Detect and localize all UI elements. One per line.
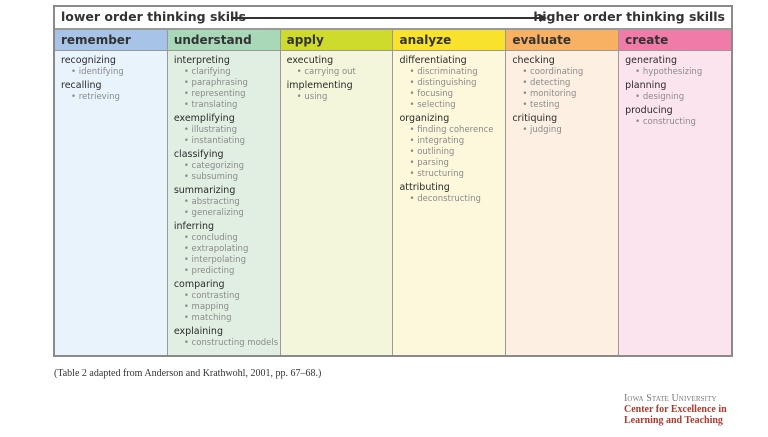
sub-process-item: abstracting bbox=[174, 197, 280, 208]
cognitive-process: differentiating bbox=[399, 55, 467, 66]
cognitive-process: interpreting bbox=[173, 55, 230, 66]
sub-process-item: designing bbox=[625, 92, 731, 103]
center-name-line1: Center for Excellence in bbox=[624, 404, 727, 415]
sub-process-item: instantiating bbox=[174, 136, 280, 147]
cognitive-process: attributing bbox=[399, 182, 450, 193]
sub-process-item: hypothesizing bbox=[625, 67, 731, 78]
sub-process-item: judging bbox=[512, 125, 618, 136]
column-understand: understandinterpretingclarifyingparaphra… bbox=[167, 30, 281, 355]
sub-process-item: finding coherence bbox=[399, 125, 505, 136]
sub-process-item: concluding bbox=[174, 233, 280, 244]
sub-process-item: coordinating bbox=[512, 67, 618, 78]
sub-process-item: selecting bbox=[399, 100, 505, 111]
sub-process-item: distinguishing bbox=[399, 78, 505, 89]
cognitive-process: comparing bbox=[173, 279, 225, 290]
column-header: apply bbox=[280, 30, 393, 51]
column-header: analyze bbox=[393, 30, 506, 51]
sub-process-item: testing bbox=[512, 100, 618, 111]
sub-process-item: subsuming bbox=[174, 172, 280, 183]
sub-process-item: paraphrasing bbox=[174, 78, 280, 89]
column-header: understand bbox=[167, 30, 280, 51]
higher-order-label: higher order thinking skills bbox=[533, 9, 725, 24]
sub-process-item: discriminating bbox=[399, 67, 505, 78]
blooms-taxonomy-table: lower order thinking skills higher order… bbox=[53, 5, 733, 357]
sub-process-item: integrating bbox=[399, 136, 505, 147]
sub-process-item: carrying out bbox=[287, 67, 393, 78]
cognitive-process: implementing bbox=[286, 80, 353, 91]
sub-process-item: identifying bbox=[61, 67, 167, 78]
sub-process-item: clarifying bbox=[174, 67, 280, 78]
sub-process-item: categorizing bbox=[174, 161, 280, 172]
arrow-right-icon bbox=[231, 14, 547, 21]
sub-process-item: representing bbox=[174, 89, 280, 100]
center-name-line2: Learning and Teaching bbox=[624, 415, 723, 426]
column-header: evaluate bbox=[506, 30, 619, 51]
sub-process-item: illustrating bbox=[174, 125, 280, 136]
isu-logo: Iowa State University Center for Excelle… bbox=[624, 393, 727, 426]
sub-process-item: predicting bbox=[174, 266, 280, 277]
column-body: recognizingidentifying recallingretrievin… bbox=[55, 51, 167, 355]
cognitive-process: executing bbox=[286, 55, 334, 66]
cognitive-process: exemplifying bbox=[173, 113, 235, 124]
sub-process-item: parsing bbox=[399, 158, 505, 169]
column-body: interpretingclarifyingparaphrasingrepres… bbox=[168, 51, 280, 355]
cognitive-process: explaining bbox=[173, 326, 223, 337]
cognitive-process: checking bbox=[512, 55, 555, 66]
sub-process-item: focusing bbox=[399, 89, 505, 100]
sub-process-item: extrapolating bbox=[174, 244, 280, 255]
column-body: executingcarrying out implementingusing bbox=[281, 51, 393, 355]
cognitive-process: planning bbox=[625, 80, 667, 91]
thinking-skills-scale: lower order thinking skills higher order… bbox=[55, 7, 731, 30]
cognitive-process: recognizing bbox=[61, 55, 116, 66]
category-columns: rememberrecognizingidentifyingrecallingr… bbox=[55, 30, 731, 355]
column-body: checkingcoordinatingdetectingmonitoringt… bbox=[506, 51, 618, 355]
sub-process-item: interpolating bbox=[174, 255, 280, 266]
sub-process-item: using bbox=[287, 92, 393, 103]
cognitive-process: classifying bbox=[173, 149, 224, 160]
sub-process-item: generalizing bbox=[174, 208, 280, 219]
column-analyze: analyzedifferentiatingdiscriminatingdist… bbox=[393, 30, 507, 355]
sub-process-item: constructing bbox=[625, 117, 731, 128]
sub-process-item: contrasting bbox=[174, 291, 280, 302]
column-header: remember bbox=[55, 30, 167, 51]
cognitive-process: producing bbox=[625, 105, 673, 116]
column-apply: apply executingcarrying out implementingus… bbox=[280, 30, 394, 355]
cognitive-process: organizing bbox=[399, 113, 450, 124]
cognitive-process: recalling bbox=[61, 80, 102, 91]
sub-process-item: deconstructing bbox=[399, 194, 505, 205]
table-caption: (Table 2 adapted from Anderson and Krath… bbox=[54, 368, 322, 379]
cognitive-process: inferring bbox=[173, 221, 215, 232]
university-name: Iowa State University bbox=[624, 393, 717, 404]
column-header: create bbox=[619, 30, 731, 51]
column-evaluate: evaluatecheckingcoordinatingdetectingmon… bbox=[506, 30, 620, 355]
column-create: create generatinghypothesizing planningdes… bbox=[619, 30, 731, 355]
sub-process-item: structuring bbox=[399, 169, 505, 180]
sub-process-item: matching bbox=[174, 313, 280, 324]
column-remember: remember recognizingidentifying recallingr… bbox=[55, 30, 168, 355]
cognitive-process: generating bbox=[625, 55, 678, 66]
sub-process-item: mapping bbox=[174, 302, 280, 313]
sub-process-item: outlining bbox=[399, 147, 505, 158]
lower-order-label: lower order thinking skills bbox=[61, 9, 247, 24]
sub-process-item: translating bbox=[174, 100, 280, 111]
sub-process-item: monitoring bbox=[512, 89, 618, 100]
cognitive-process: summarizing bbox=[173, 185, 236, 196]
sub-process-item: constructing models bbox=[174, 338, 280, 349]
column-body: differentiatingdiscriminatingdistinguish… bbox=[393, 51, 505, 355]
sub-process-item: retrieving bbox=[61, 92, 167, 103]
cognitive-process: critiquing bbox=[512, 113, 558, 124]
column-body: generatinghypothesizing planningdesigning… bbox=[619, 51, 731, 355]
sub-process-item: detecting bbox=[512, 78, 618, 89]
